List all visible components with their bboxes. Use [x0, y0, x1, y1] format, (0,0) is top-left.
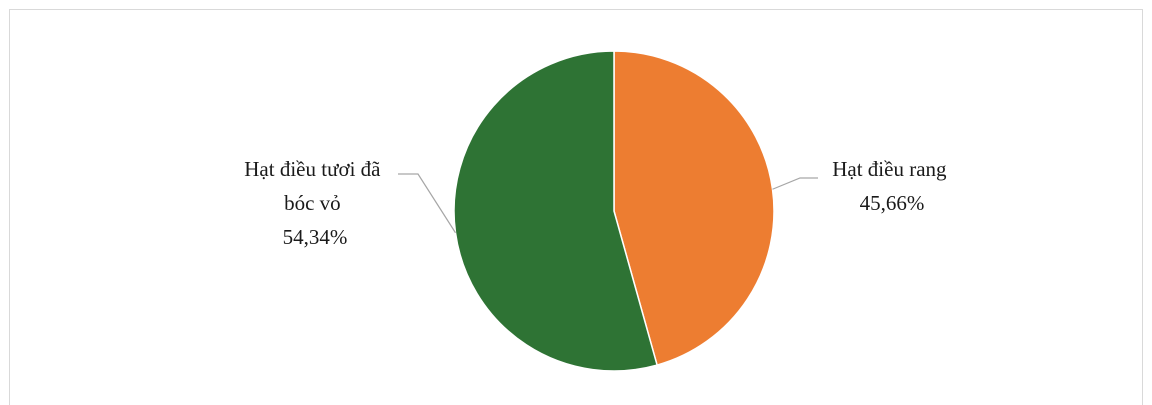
slice-label-fresh: Hạt điều tươi đã bóc vỏ 54,34%: [244, 157, 385, 249]
slice-label-roasted-line-1: Hạt điều rang: [832, 157, 947, 181]
slice-label-roasted: Hạt điều rang 45,66%: [832, 157, 952, 215]
pie-slices: [453, 50, 775, 372]
slice-label-fresh-line-1: Hạt điều tươi đã: [244, 157, 381, 181]
leader-line-roasted: [772, 177, 818, 190]
leader-line-fresh: [398, 173, 456, 234]
slice-value-fresh: 54,34%: [283, 225, 348, 249]
slice-value-roasted: 45,66%: [860, 191, 925, 215]
slice-label-fresh-line-2: bóc vỏ: [284, 191, 341, 215]
leader-lines: [398, 173, 818, 234]
pie-slice-fresh: [453, 50, 659, 372]
